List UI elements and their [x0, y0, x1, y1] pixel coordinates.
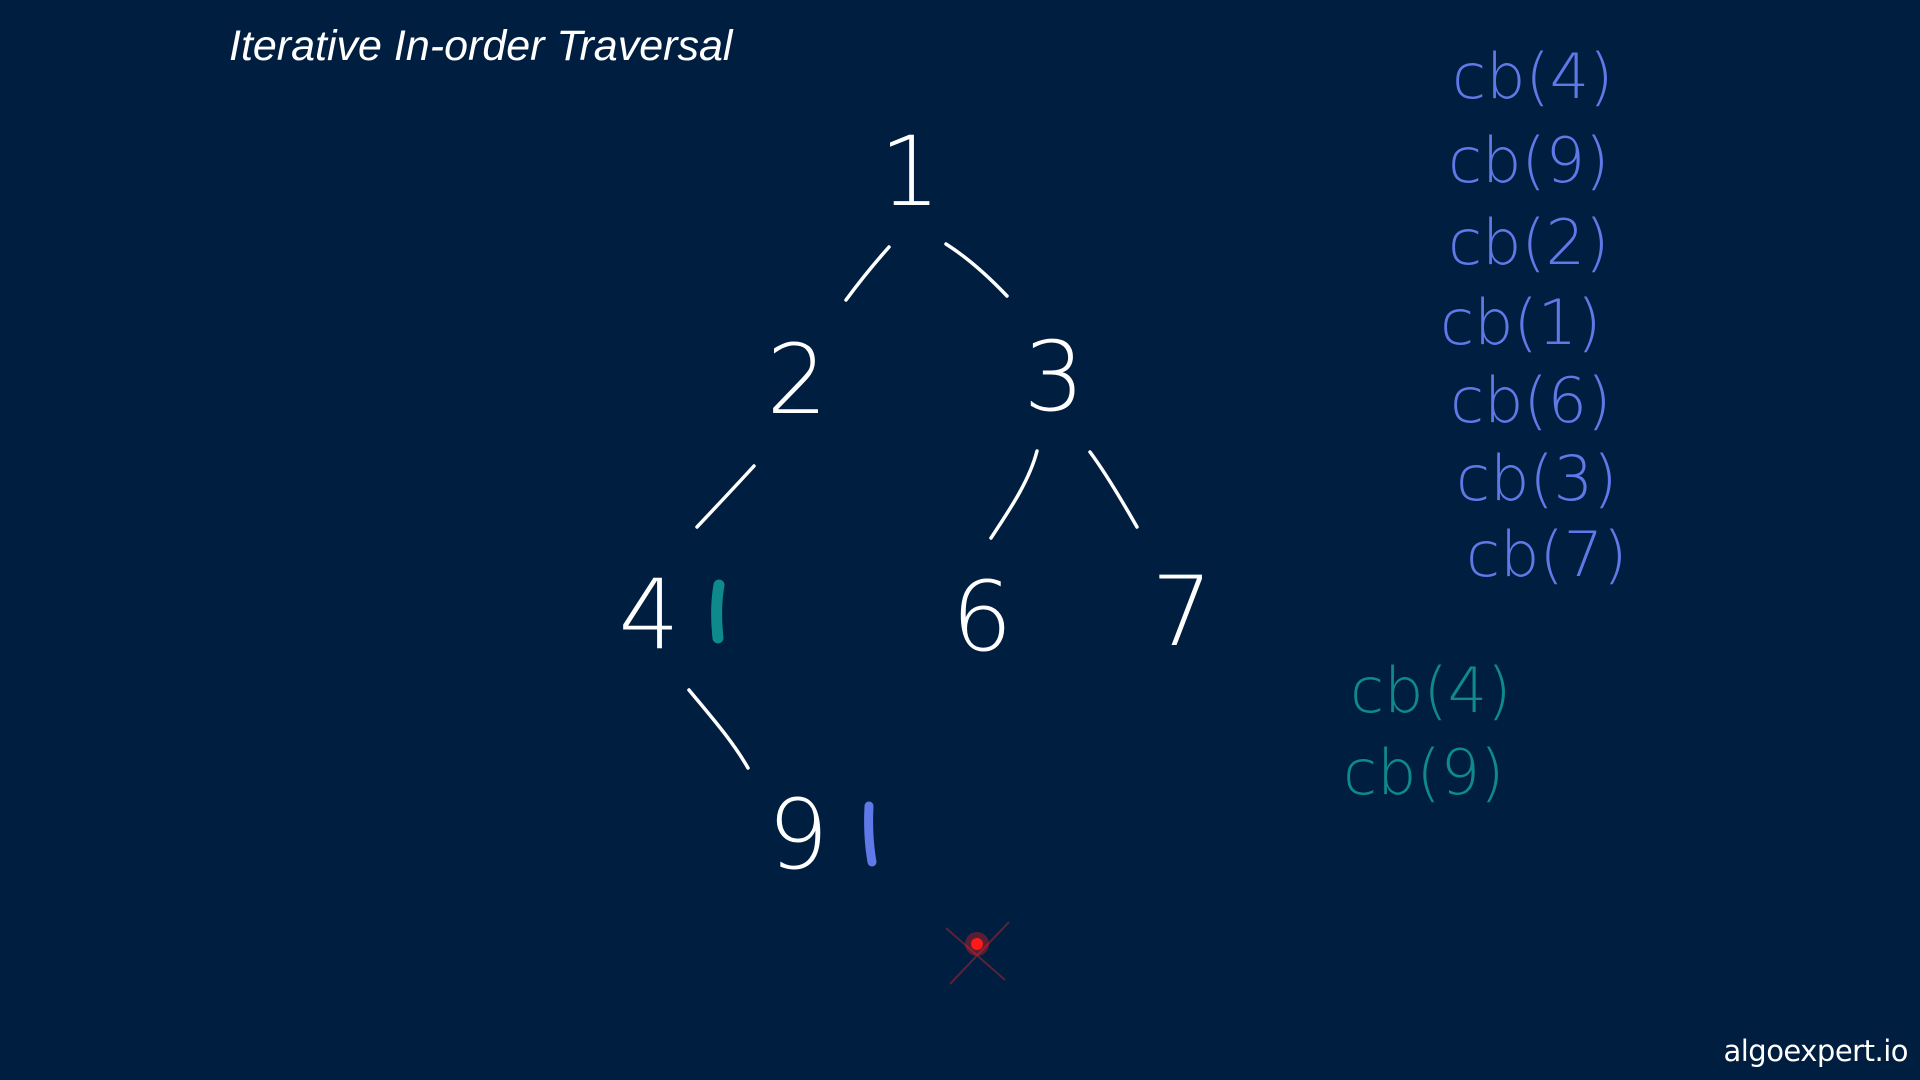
- cb-blue-item: cb(7): [1466, 518, 1627, 591]
- teal-mark-node-4: [711, 579, 725, 644]
- node-1: 1: [879, 116, 940, 228]
- cb-blue-item: cb(6): [1450, 364, 1611, 437]
- cb-blue-item: cb(9): [1448, 124, 1609, 197]
- laser-pointer: [945, 921, 1010, 985]
- slide-title: Iterative In-order Traversal: [229, 22, 733, 70]
- tree-edges: [687, 242, 1139, 770]
- cb-blue-item: cb(3): [1456, 442, 1617, 515]
- edge-1-2: [844, 245, 891, 302]
- callback-list-blue: cb(4) cb(9) cb(2) cb(1) cb(6) cb(3) cb(7…: [1440, 40, 1627, 591]
- node-2: 2: [766, 324, 827, 436]
- cb-blue-item: cb(2): [1448, 206, 1609, 279]
- brand-watermark: algoexpert.io: [1723, 1034, 1908, 1068]
- edge-3-7: [1088, 450, 1139, 529]
- edge-3-6: [989, 449, 1039, 540]
- cb-blue-item: cb(1): [1440, 286, 1601, 359]
- node-6: 6: [951, 561, 1012, 673]
- cb-blue-item: cb(4): [1452, 40, 1613, 113]
- node-7: 7: [1151, 556, 1212, 668]
- edge-1-3: [944, 242, 1009, 298]
- callback-list-teal: cb(4) cb(9): [1343, 654, 1511, 809]
- cb-teal-item: cb(9): [1343, 736, 1504, 809]
- tree-nodes: 1 2 3 4 6 7 9: [618, 116, 1212, 891]
- edge-2-4: [695, 464, 756, 529]
- edge-4-9: [687, 688, 750, 770]
- blue-mark-node-9: [864, 801, 877, 867]
- cb-teal-item: cb(4): [1350, 654, 1511, 727]
- node-9: 9: [767, 779, 828, 891]
- node-4: 4: [618, 559, 679, 671]
- node-3: 3: [1023, 321, 1084, 433]
